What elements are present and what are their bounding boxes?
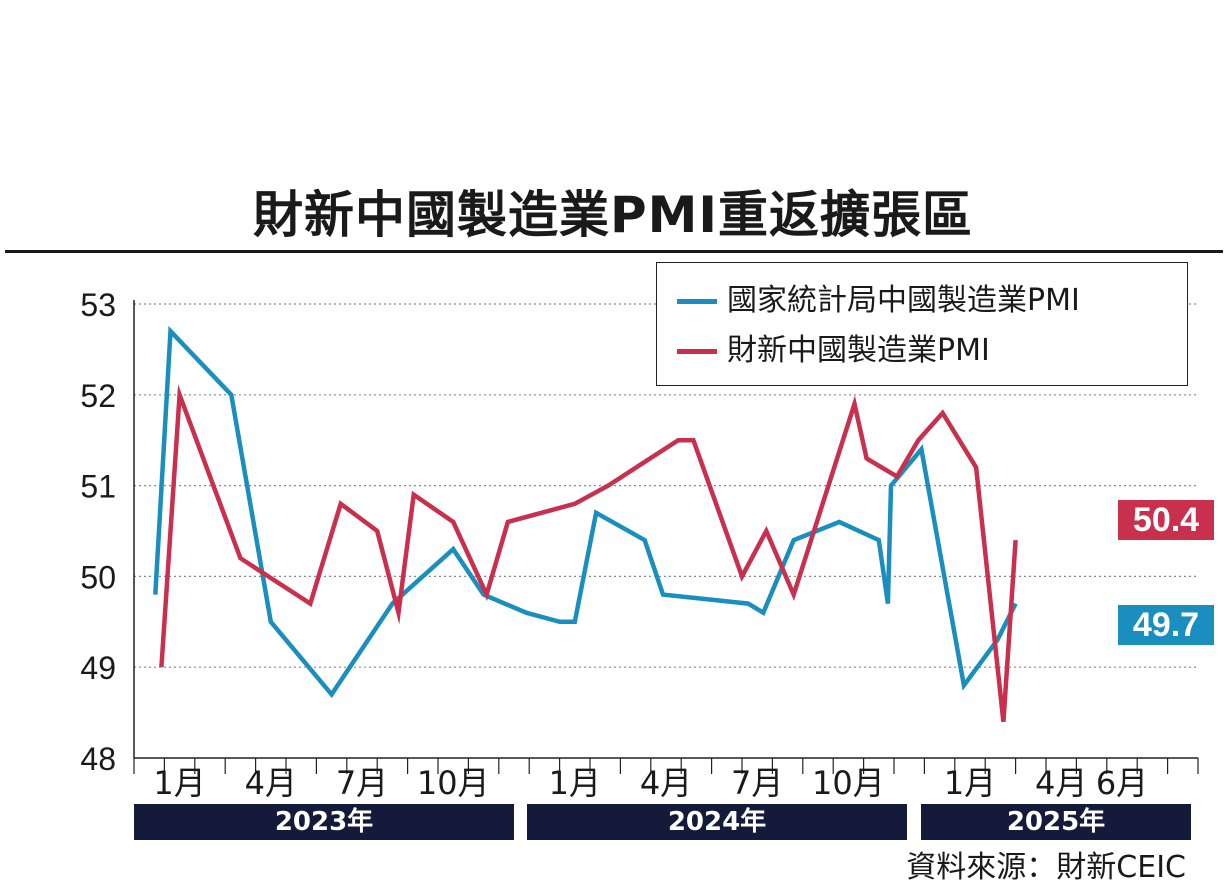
year-band-2024: 2024年 [527,804,907,840]
y-tick-label: 53 [80,287,116,323]
y-tick-label: 51 [80,469,116,505]
x-tick-label: 1月 [153,764,205,802]
year-band-2023: 2023年 [134,804,514,840]
x-tick-label: 4月 [1035,764,1087,802]
y-tick-label: 48 [80,741,116,777]
legend-label-caixin: 財新中國製造業PMI [727,333,990,368]
chart-title: 財新中國製造業PMI重返擴張區 [252,186,973,244]
legend-item-caixin: 財新中國製造業PMI [677,331,990,371]
y-tick-label: 52 [80,378,116,414]
legend: 國家統計局中國製造業PMI 財新中國製造業PMI [656,262,1188,386]
x-tick-label: 1月 [944,764,996,802]
x-tick-label: 4月 [640,764,692,802]
source-note: 資料來源：財新CEIC [906,850,1186,885]
x-tick-label: 7月 [336,764,388,802]
y-tick-label: 49 [80,650,116,686]
title-divider [5,250,1223,253]
series-line-nbs [153,325,1018,699]
x-tick-label: 6月 [1096,764,1148,802]
legend-swatch-caixin [677,348,717,354]
y-tick-label: 50 [80,559,116,595]
end-label-caixin: 50.4 [1118,500,1214,540]
x-tick-label: 10月 [812,764,885,802]
series-line-caixin [159,384,1018,722]
x-tick-label: 4月 [245,764,297,802]
x-tick-label: 7月 [731,764,783,802]
x-tick-label: 1月 [549,764,601,802]
legend-label-nbs: 國家統計局中國製造業PMI [727,283,1080,318]
x-tick-label: 10月 [417,764,490,802]
legend-item-nbs: 國家統計局中國製造業PMI [677,281,1080,321]
end-label-nbs: 49.7 [1118,605,1214,645]
year-band-2025: 2025年 [921,804,1191,840]
legend-swatch-nbs [677,298,717,304]
